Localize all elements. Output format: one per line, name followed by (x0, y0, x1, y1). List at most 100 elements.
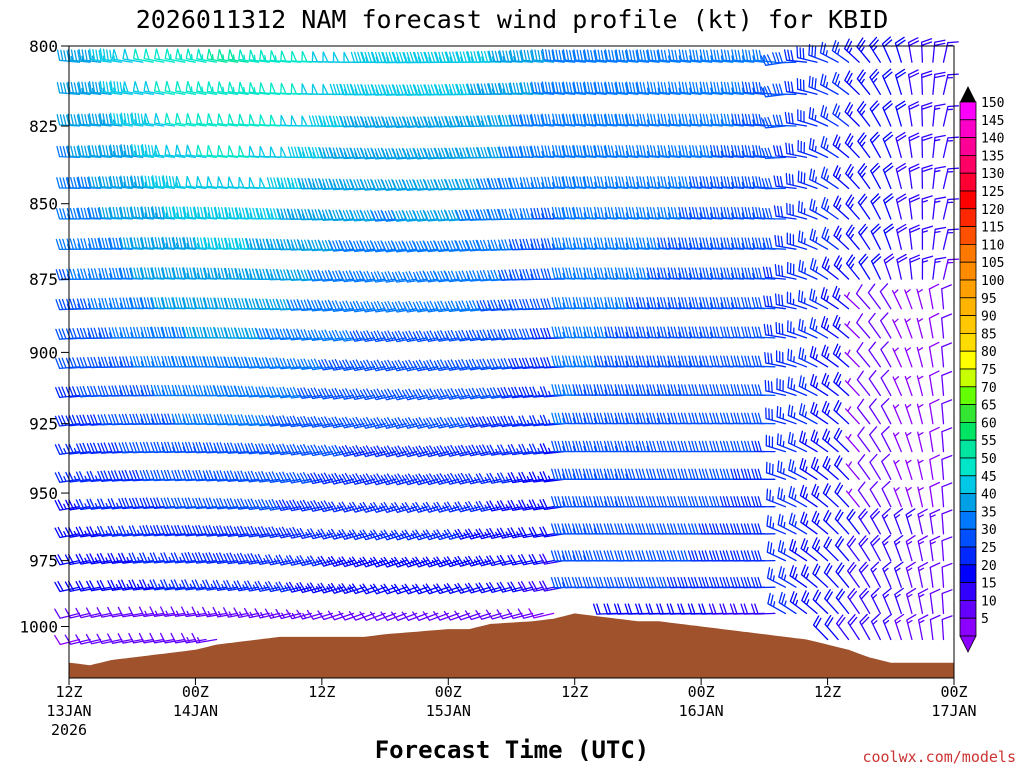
wind-barb (882, 131, 894, 159)
wind-barb (941, 427, 953, 453)
wind-barb (562, 296, 586, 310)
wind-barb (196, 113, 218, 127)
wind-barb (766, 488, 787, 508)
wind-barb (604, 206, 629, 220)
wind-barb (594, 144, 618, 159)
wind-barb (562, 49, 586, 63)
wind-barb (699, 49, 723, 63)
wind-barb (614, 296, 639, 310)
y-tick-label: 800 (29, 37, 58, 56)
wind-barb (317, 555, 344, 567)
wind-barb (583, 49, 607, 63)
wind-barb (604, 49, 629, 63)
wind-barb (821, 372, 839, 397)
wind-barb (763, 323, 787, 339)
wind-barb (895, 100, 907, 127)
wind-barb (905, 486, 913, 508)
wind-barb (720, 206, 744, 220)
x-tick-date: 17JAN (931, 702, 976, 720)
wind-barb (99, 80, 123, 95)
wind-barb (942, 198, 960, 220)
wind-barb (108, 297, 133, 310)
wind-barb (928, 370, 940, 397)
colorbar-legend: 1501451401351301251201151101051009590858… (959, 86, 1004, 653)
wind-barb (908, 224, 921, 250)
wind-barb (615, 176, 639, 190)
wind-barb (625, 267, 650, 280)
wind-barb (317, 610, 344, 621)
wind-barb (720, 296, 744, 310)
wind-barb (698, 326, 723, 339)
wind-barb (248, 49, 270, 63)
wind-barb (151, 297, 176, 310)
wind-barb (916, 317, 924, 339)
wind-barb (98, 206, 123, 220)
wind-barb (348, 611, 376, 621)
wind-barb (539, 471, 565, 483)
wind-barb (369, 556, 397, 568)
y-tick-label: 850 (29, 195, 58, 214)
wind-barb (882, 162, 894, 190)
wind-barb (204, 237, 228, 250)
wind-barb (689, 49, 713, 63)
x-tick-date: 16JAN (679, 702, 724, 720)
wind-barb (893, 561, 904, 588)
wind-barb (751, 496, 776, 508)
wind-barb (833, 195, 850, 220)
wind-barb (856, 37, 871, 63)
wind-barb (164, 112, 186, 127)
wind-barb (185, 175, 207, 190)
wind-barb (869, 453, 881, 480)
wind-barb (227, 81, 249, 95)
wind-barb (921, 133, 933, 159)
wind-barb (870, 613, 881, 641)
wind-barb (99, 144, 123, 159)
wind-barb (858, 561, 871, 588)
colorbar-label: 95 (981, 292, 997, 307)
wind-barb (509, 114, 534, 127)
wind-barb (151, 206, 176, 220)
wind-barb (904, 432, 913, 453)
colorbar-bottom-arrow (959, 635, 977, 653)
wind-barb (678, 176, 702, 190)
wind-barb (751, 267, 776, 280)
wind-barb (625, 113, 650, 127)
wind-barb (797, 289, 818, 310)
wind-barb (928, 283, 940, 310)
wind-barb (56, 145, 81, 159)
wind-barb (120, 175, 144, 190)
wind-barb (380, 529, 407, 541)
wind-barb (812, 563, 829, 588)
x-tick-label: 00Z (940, 683, 967, 701)
colorbar-swatch (959, 493, 977, 512)
wind-barb (120, 112, 144, 127)
wind-barb (820, 316, 839, 339)
wind-barb (730, 267, 755, 280)
wind-barb (869, 481, 881, 508)
colorbar-label: 50 (981, 452, 997, 467)
wind-barb (895, 131, 907, 159)
wind-barb (762, 237, 787, 250)
wind-barb (942, 105, 959, 127)
wind-barb (789, 591, 808, 615)
wind-barb (941, 370, 953, 397)
wind-barb (391, 473, 418, 486)
wind-barb (688, 296, 713, 310)
wind-barb (615, 49, 639, 63)
wind-barb (892, 432, 902, 453)
wind-barb (710, 113, 734, 127)
wind-barb (929, 481, 941, 508)
wind-barb (844, 378, 860, 397)
wind-barb (699, 113, 723, 127)
wind-barb (835, 588, 850, 615)
wind-barb (530, 176, 555, 190)
wind-barb (941, 454, 953, 480)
colorbar-label: 55 (981, 434, 997, 449)
wind-barb (583, 326, 607, 339)
wind-barb (688, 267, 713, 280)
wind-barb (162, 175, 186, 190)
wind-barb (593, 267, 618, 280)
wind-barb (119, 206, 144, 220)
colorbar-swatch (959, 564, 977, 583)
wind-barb (143, 113, 165, 127)
